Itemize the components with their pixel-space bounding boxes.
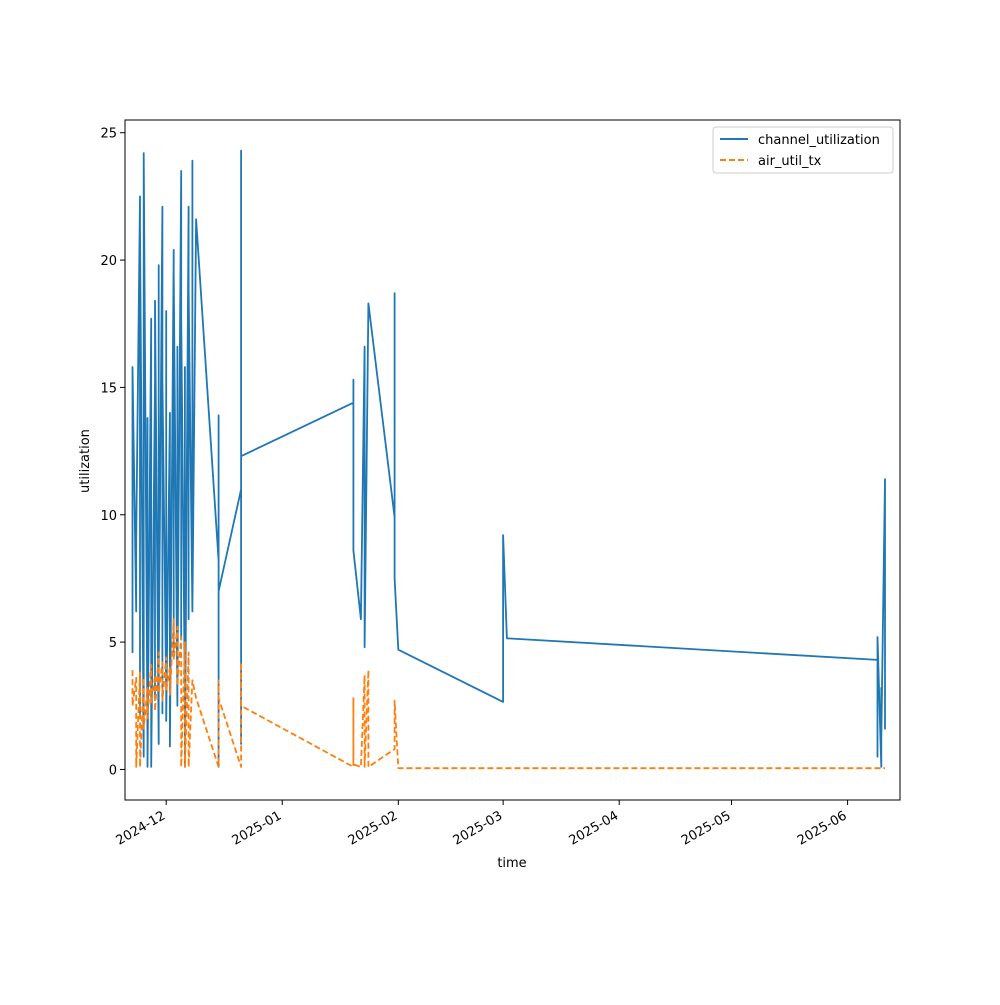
x-tick-label: 2025-01 [230,808,285,848]
y-tick-label: 5 [109,636,117,651]
series-line-air-util-tx [131,618,885,770]
x-tick-label: 2025-06 [795,808,850,848]
y-axis-label: utilization [78,429,93,493]
x-tick-label: 2025-05 [679,808,734,848]
y-axis: 0 5 10 15 20 25 [100,127,125,778]
x-tick-label: 2025-04 [567,808,622,848]
x-tick-label: 2025-03 [451,808,506,848]
x-axis-label: time [497,856,526,871]
x-tick-label: 2025-02 [346,808,401,848]
x-tick-label: 2024-12 [114,808,169,848]
series-layer [131,149,886,770]
x-axis: 2024-12 2025-01 2025-02 2025-03 2025-04 2025-… [114,800,850,849]
y-tick-label: 20 [100,254,117,269]
y-tick-label: 10 [100,509,117,524]
legend: channel_utilization air_util_tx [712,126,894,174]
legend-box [712,126,894,174]
legend-label-air-util-tx: air_util_tx [758,154,822,169]
y-tick-label: 0 [109,763,117,778]
series-line-channel-utilization [131,149,886,768]
legend-label-channel-utilization: channel_utilization [758,133,880,148]
y-tick-label: 15 [100,381,117,396]
y-tick-label: 25 [100,127,117,142]
plot-frame [124,119,901,801]
